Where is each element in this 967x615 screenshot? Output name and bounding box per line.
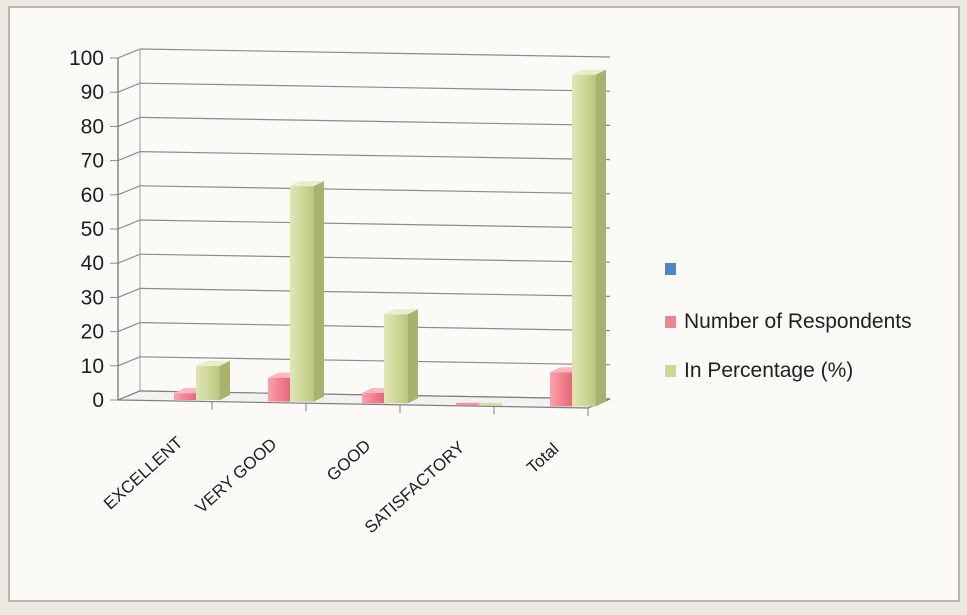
bar-side bbox=[220, 360, 230, 400]
y-tick-label: 30 bbox=[81, 286, 104, 309]
gridline-depth bbox=[117, 219, 141, 230]
gridline bbox=[139, 287, 611, 297]
bar-2-flat bbox=[478, 402, 502, 406]
bar-top bbox=[290, 181, 324, 187]
gridline-depth bbox=[117, 48, 141, 59]
y-tick-label: 40 bbox=[81, 252, 104, 275]
bar-series-2 bbox=[196, 365, 220, 400]
bar-top bbox=[572, 69, 606, 75]
y-tick-label: 0 bbox=[92, 389, 104, 412]
x-category-label: VERY GOOD bbox=[192, 434, 281, 517]
bars bbox=[174, 69, 606, 407]
legend: Number of Respondents In Percentage (%) bbox=[665, 263, 912, 382]
bar-side bbox=[314, 181, 324, 402]
y-axis-tick-labels: 0 10 20 30 40 50 60 70 80 90 100 bbox=[69, 47, 104, 412]
gridlines bbox=[117, 48, 611, 401]
bar-series-2 bbox=[572, 74, 596, 407]
x-category-label: EXCELLENT bbox=[100, 433, 186, 513]
gridline bbox=[139, 322, 611, 332]
gridline-depth bbox=[117, 151, 141, 162]
legend-label: Number of Respondents bbox=[684, 310, 912, 333]
bar-side bbox=[408, 309, 418, 404]
gridline bbox=[139, 116, 611, 126]
gridline bbox=[139, 151, 611, 161]
legend-swatch bbox=[665, 316, 676, 328]
legend-label: In Percentage (%) bbox=[684, 359, 853, 382]
chart-frame bbox=[8, 6, 960, 602]
x-category-label: GOOD bbox=[323, 436, 374, 485]
bar-series-1 bbox=[268, 377, 292, 402]
gridline-depth bbox=[117, 253, 141, 264]
y-tick-label: 50 bbox=[81, 218, 104, 241]
y-tick-label: 70 bbox=[81, 150, 104, 173]
gridline bbox=[139, 219, 611, 229]
y-tick-label: 90 bbox=[81, 81, 104, 104]
y-tick-label: 80 bbox=[81, 115, 104, 138]
legend-swatch bbox=[665, 263, 676, 275]
gridline bbox=[139, 253, 611, 263]
gridline-depth bbox=[117, 287, 141, 298]
y-tick-label: 60 bbox=[81, 184, 104, 207]
bar-top bbox=[384, 309, 418, 315]
legend-swatch bbox=[665, 365, 676, 377]
gridline bbox=[139, 82, 611, 92]
bar-series-1 bbox=[550, 372, 574, 407]
y-tick-label: 100 bbox=[69, 47, 104, 70]
gridline-depth bbox=[117, 82, 141, 93]
gridline bbox=[139, 356, 611, 366]
gridline bbox=[139, 185, 611, 195]
x-category-label: Total bbox=[523, 439, 562, 477]
bar-side bbox=[596, 69, 606, 407]
x-category-label: SATISFACTORY bbox=[361, 438, 468, 537]
bar-series-1 bbox=[362, 392, 386, 404]
gridline-depth bbox=[117, 322, 141, 333]
y-tick-label: 20 bbox=[81, 321, 104, 344]
bar-series-1 bbox=[174, 393, 198, 400]
gridline-depth bbox=[117, 356, 141, 367]
gridline-depth bbox=[117, 116, 141, 127]
bar-series-2 bbox=[290, 186, 314, 402]
bar-series-2 bbox=[384, 314, 408, 404]
gridline bbox=[139, 48, 611, 58]
gridline-depth bbox=[117, 185, 141, 196]
bar-1-flat bbox=[456, 402, 480, 406]
y-tick-label: 10 bbox=[81, 355, 104, 378]
bar-top bbox=[196, 360, 230, 366]
